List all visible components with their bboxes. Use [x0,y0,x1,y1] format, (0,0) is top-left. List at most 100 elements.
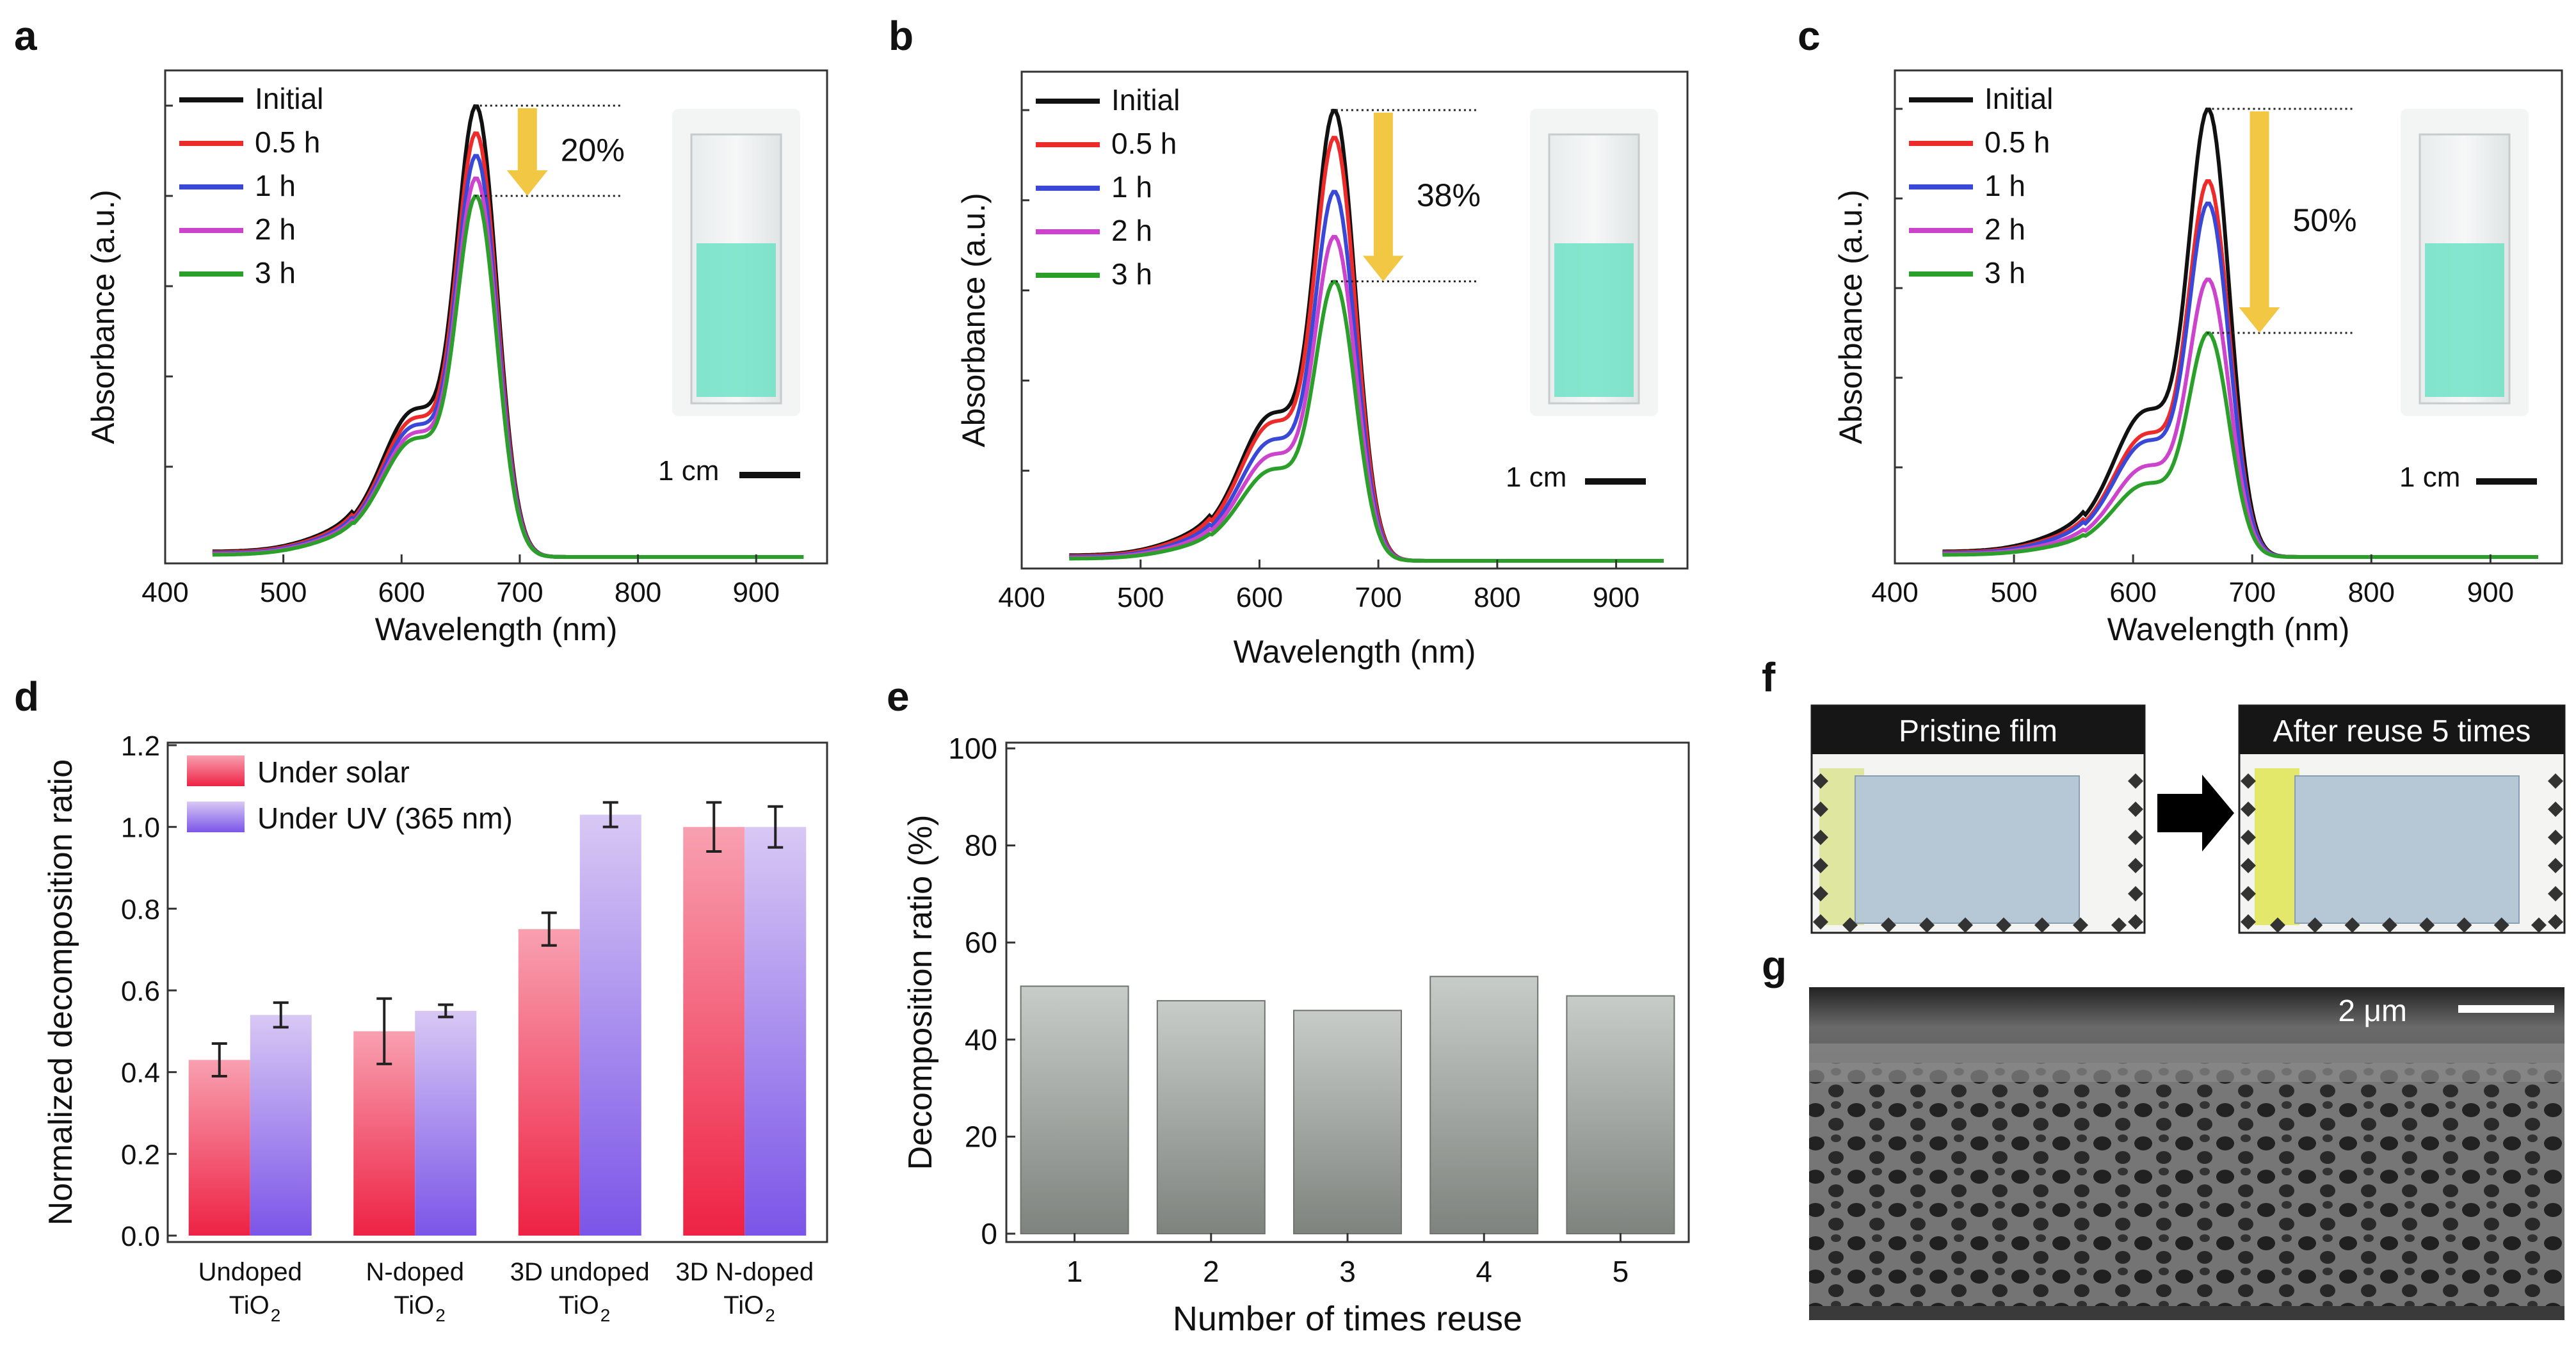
holder-marker [2456,917,2472,933]
bar-reuse-4 [1429,976,1539,1234]
decrease-arrow [474,104,622,197]
x-tick-label: 800 [615,577,661,608]
bar-series [188,801,807,1236]
y-tick-label: 20 [965,1120,997,1153]
x-axis-label: Wavelength (nm) [2107,611,2350,647]
scale-bar [1585,478,1646,485]
y-tick-label: 0.8 [121,894,160,925]
x-tick-label: 900 [733,577,780,608]
bar-solar [683,827,745,1236]
y-axis-label: Normalized decomposition ratio [42,759,79,1225]
x-tick-label: 500 [260,577,307,608]
y-axis: 0 20 40 60 80 100 [948,732,1015,1250]
legend-label: 1 h [255,169,296,202]
holder-marker [1813,914,1828,930]
y-tick-label: 0.2 [121,1139,160,1170]
sem-scale-label: 2 μm [2338,994,2407,1028]
x-tick-label: 2 [1203,1255,1220,1288]
legend-label: 0.5 h [1984,125,2050,159]
holder-marker [2111,917,2127,933]
x-tick-label: 3 [1339,1255,1356,1288]
bar-reuse-5 [1566,995,1675,1234]
holder-marker [1813,858,1828,873]
category-subscript: 2 [600,1305,611,1325]
scale-bar-label: 1 cm [2399,462,2460,493]
x-tick-label: 900 [1593,582,1639,613]
holder-marker [2241,830,2256,845]
category-subscript: 2 [435,1305,446,1325]
panel-label-b: b [889,13,914,59]
bar-uv [579,814,641,1236]
bar-reuse-1 [1020,985,1129,1235]
photo-background-dots [1813,773,2563,933]
y-tick-label: 100 [948,732,997,765]
sem-top-surface [1809,1044,2564,1082]
solution [696,243,776,397]
holder-marker [2493,917,2509,933]
legend-label-uv: Under UV (365 nm) [257,802,513,835]
panel-b-spectrum: b 400 500 600 700 800 900 Wavelength (nm) Abs… [889,13,1689,670]
bar-solar [518,929,580,1236]
x-tick-label: 700 [1355,582,1401,613]
x-tick-label: 600 [1236,582,1283,613]
photo-title-bar [1812,706,2145,754]
holder-marker [2073,917,2088,933]
holder-marker [2241,914,2256,930]
reused-film-title: After reuse 5 times [2273,714,2531,748]
x-tick-label: 400 [998,582,1045,613]
panel-d-bar-chart: d Normalized decomposition ratio 0.00.20… [14,674,828,1325]
holder-marker [2128,773,2143,789]
bar-solar [353,1031,415,1236]
legend: Under solar Under UV (365 nm) [187,755,513,835]
x-tick-label: 500 [1117,582,1164,613]
spectrum-line-4 [212,194,804,559]
category-formula: TiO [723,1291,764,1319]
legend-label: 1 h [1111,170,1152,204]
x-tick-label: 700 [496,577,543,608]
cuvette-photo [2401,109,2529,416]
panel-label-f: f [1762,654,1776,700]
y-axis: 0.0 0.2 0.4 0.6 0.8 1.0 1.2 [121,730,177,1252]
holder-marker [2128,914,2143,930]
panel-g-sem-image: g 2 μm [1762,942,2564,1320]
y-tick-label: 1.0 [121,812,160,844]
down-arrow-icon [1362,113,1404,282]
x-axis-label: Number of times reuse [1173,1300,1522,1338]
y-tick-label: 1.2 [121,730,160,762]
holder-marker [2548,830,2563,845]
y-tick-label: 60 [965,926,997,959]
bar-uv [415,1010,477,1236]
y-tick-label: 40 [965,1023,997,1056]
x-tick-label: 400 [141,577,188,608]
legend-label: 0.5 h [1111,127,1177,160]
film-sample [2294,775,2520,924]
down-arrow-icon [2239,111,2280,333]
x-tick-marks: 400 500 600 700 800 900 [998,109,1639,613]
y-axis-label: Absorbance (a.u.) [1833,190,1869,444]
holder-marker [2128,830,2143,845]
x-tick-label: 900 [2467,577,2514,608]
legend-label: 2 h [1984,213,2025,246]
category-formula: TiO [559,1291,599,1319]
holder-marker [2128,886,2143,901]
bar-solar [188,1060,250,1236]
bar-reuse-2 [1156,1000,1266,1235]
decrease-arrow [1330,109,1478,283]
sem-scale-bar [2458,1005,2554,1013]
holder-marker [2548,773,2563,789]
holder-marker [1813,773,1828,789]
holder-marker [1919,917,1935,933]
tape-strip [2255,768,2299,925]
holder-marker [2531,917,2547,933]
x-tick-label: 5 [1613,1255,1629,1288]
holder-marker [2128,858,2143,873]
y-axis-label: Absorbance (a.u.) [956,193,992,447]
holder-marker [1881,917,1896,933]
holder-marker [1842,917,1858,933]
cuvette-photo [672,109,800,416]
legend: Initial 0.5 h 1 h 2 h 3 h [1909,82,2053,289]
category-subscript: 2 [271,1305,281,1325]
panel-label-g: g [1762,942,1787,988]
panel-label-d: d [14,674,39,720]
holder-marker [2241,886,2256,901]
